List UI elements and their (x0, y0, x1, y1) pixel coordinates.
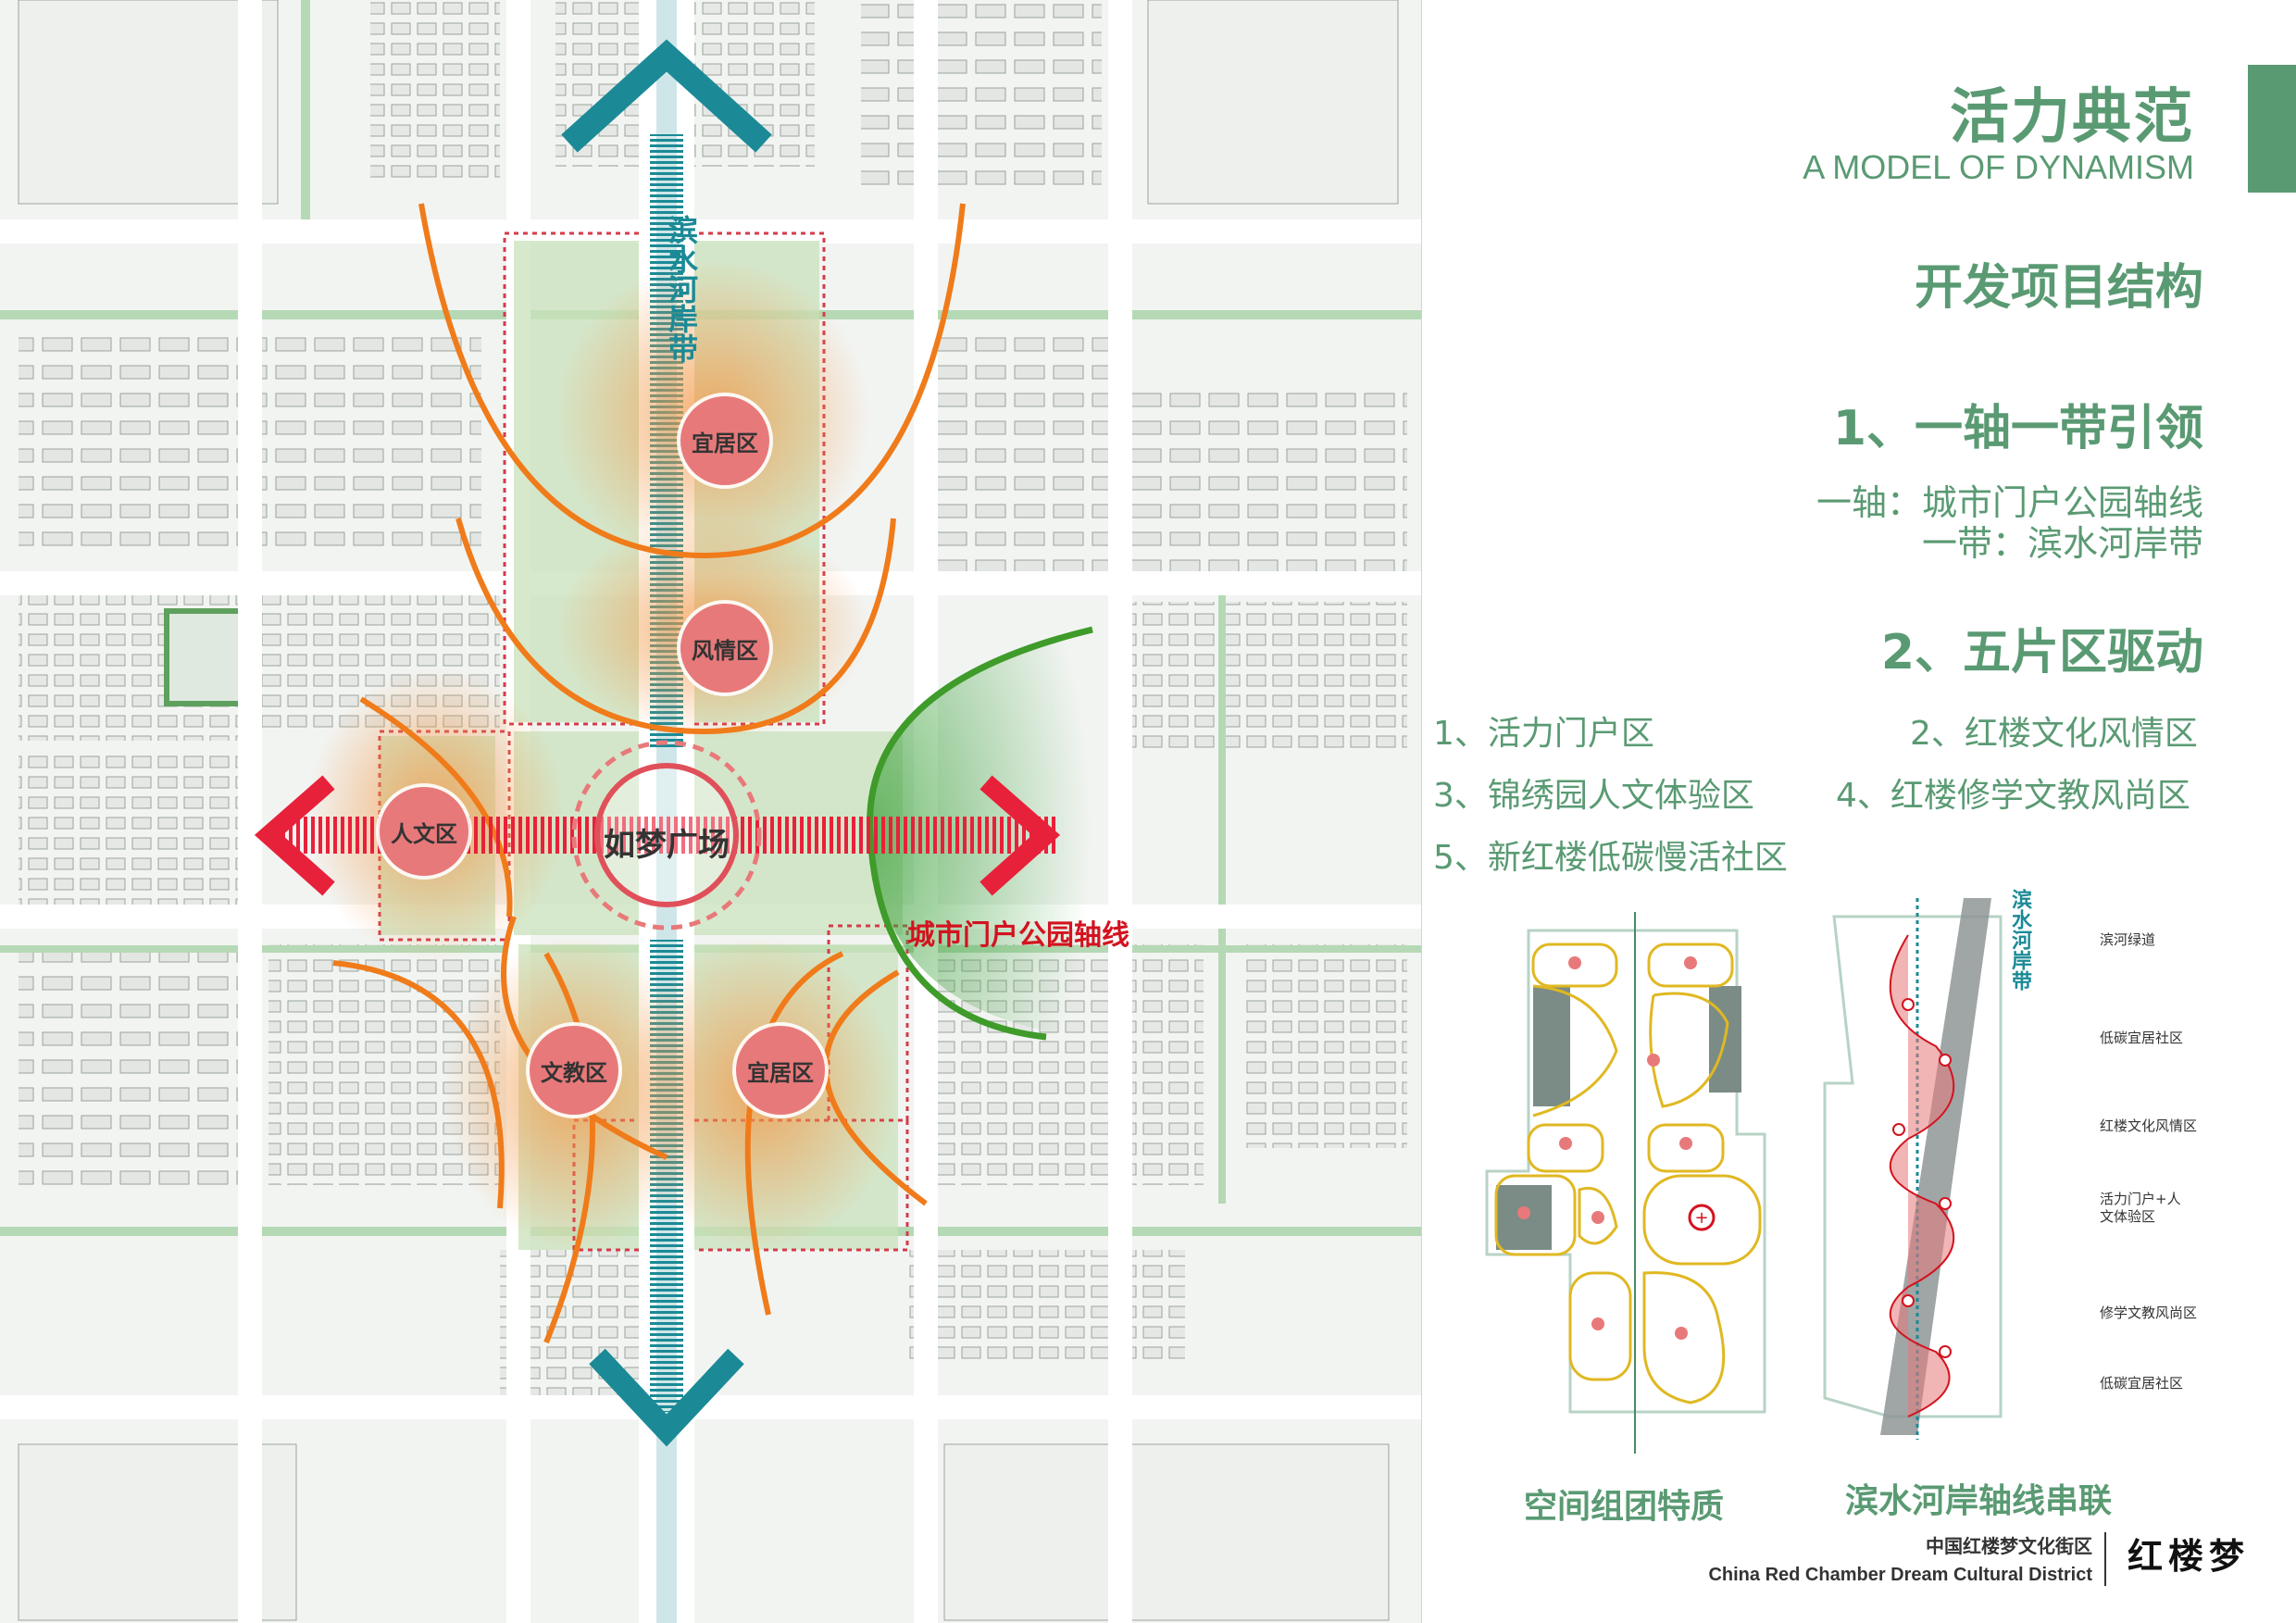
building-block (926, 333, 1129, 574)
park-axis-label: 城市门户公园轴线 (907, 919, 1129, 952)
district-item: 5、新红楼低碳慢活社区 (1433, 839, 1788, 877)
brand-logo: 红楼梦 (2127, 1536, 2250, 1577)
info-panel: 活力典范 A MODEL OF DYNAMISM 开发项目结构 1、一轴一带引领… (1422, 0, 2296, 1623)
district-item: 2、红楼文化风情区 (1910, 715, 2198, 753)
page-title: 活力典范 (1950, 83, 2194, 152)
section2-title: 2、五片区驱动 (1880, 625, 2203, 680)
building-block (370, 0, 500, 185)
page-subtitle: 开发项目结构 (1914, 260, 2203, 316)
belt-label: 滨水河岸带 (2008, 889, 2031, 991)
plaza-label: 如梦广场 (604, 827, 730, 864)
legend-item: 滨河绿道 (2100, 931, 2156, 948)
riverfront-axis-diagram (1823, 898, 2003, 1440)
legend-item: 低碳宜居社区 (2100, 1375, 2184, 1392)
site-map: 滨水河岸带 如梦广场 城市门户公园轴线 宜居区 风情区 人文区 文教区 宜居区 (0, 0, 1422, 1623)
district-item: 1、活力门户区 (1433, 715, 1654, 753)
legend-item: 红楼文化风情区 (2100, 1117, 2198, 1134)
svg-text:+: + (1694, 1208, 1708, 1228)
building-block (259, 333, 481, 556)
legend-item: 修学文教风尚区 (2100, 1305, 2198, 1321)
map-graphic (0, 0, 1421, 1623)
section1-title: 1、一轴一带引领 (1832, 401, 2203, 456)
footer-en: China Red Chamber Dream Cultural Distric… (1708, 1565, 2092, 1585)
spatial-cluster-diagram: + (1485, 912, 1766, 1454)
accent-bar (2248, 65, 2296, 193)
river-belt-label: 滨水河岸带 (664, 215, 699, 363)
legend-item: 活力门户+人文体验区 (2100, 1191, 2181, 1225)
building-block (19, 944, 241, 1185)
building-block (861, 0, 1102, 185)
page-title-en: A MODEL OF DYNAMISM (1803, 148, 2194, 186)
building-block (1129, 602, 1407, 750)
zone-badge-humanity: 人文区 (380, 787, 468, 876)
building-block (19, 333, 241, 556)
zone-badge-education: 文教区 (530, 1026, 618, 1115)
zone-badge-livable-south: 宜居区 (736, 1026, 825, 1115)
axis-line-2: 一带：滨水河岸带 (1921, 523, 2203, 564)
footer-divider (2104, 1532, 2106, 1586)
legend-item: 低碳宜居社区 (2100, 1030, 2184, 1046)
diagram-left-caption: 空间组团特质 (1524, 1488, 1725, 1526)
zone-badge-style: 风情区 (680, 604, 769, 693)
diagram-right-caption: 滨水河岸轴线串联 (1845, 1482, 2113, 1520)
building-block (1241, 944, 1407, 1148)
axis-line-1: 一轴：城市门户公园轴线 (1816, 482, 2203, 523)
building-block (19, 750, 241, 917)
district-item: 4、红楼修学文教风尚区 (1836, 777, 2190, 815)
building-block (1129, 389, 1407, 574)
district-item: 3、锦绣园人文体验区 (1433, 777, 1754, 815)
building-block (907, 1250, 1185, 1361)
zone-badge-livable-north: 宜居区 (680, 396, 769, 485)
footer-cn: 中国红楼梦文化街区 (1926, 1535, 2092, 1557)
